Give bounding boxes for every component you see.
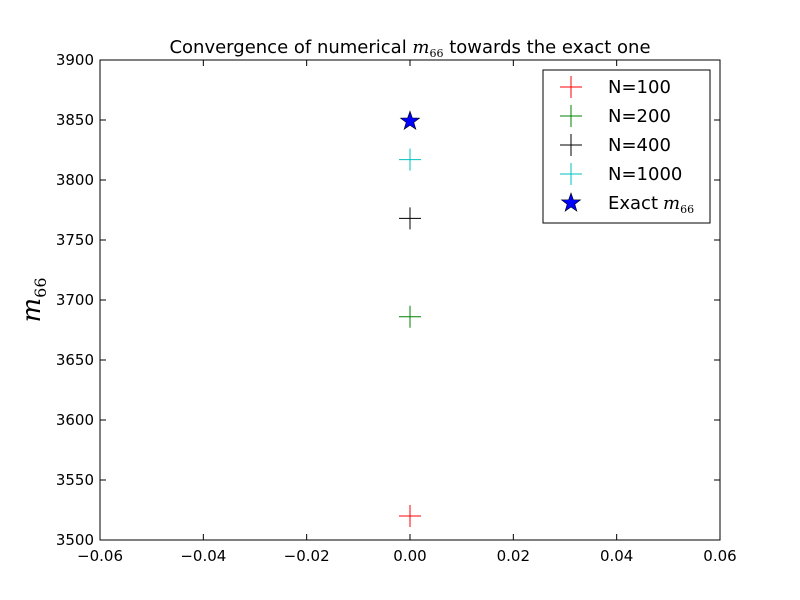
legend-marker-plus bbox=[560, 134, 582, 156]
x-tick-label: 0.06 bbox=[703, 547, 736, 565]
x-tick-label: −0.06 bbox=[77, 547, 123, 565]
x-tick-label: −0.02 bbox=[284, 547, 330, 565]
x-tick-label: −0.04 bbox=[180, 547, 226, 565]
data-points bbox=[399, 110, 421, 527]
y-axis-label: m66 bbox=[17, 277, 50, 322]
legend-label: N=400 bbox=[608, 135, 671, 156]
legend-label: N=100 bbox=[608, 77, 671, 98]
legend-marker-plus bbox=[560, 76, 582, 98]
y-tick-label: 3550 bbox=[56, 471, 94, 489]
y-tick-label: 3750 bbox=[56, 231, 94, 249]
y-tick-label: 3800 bbox=[56, 171, 94, 189]
y-tick-label: 3650 bbox=[56, 351, 94, 369]
legend-marker-plus bbox=[560, 105, 582, 127]
plot-area-frame bbox=[99, 59, 721, 541]
data-point-plus bbox=[399, 305, 421, 328]
y-tick-label: 3600 bbox=[56, 411, 94, 429]
y-tick-label: 3500 bbox=[56, 531, 94, 549]
y-tick-label: 3900 bbox=[56, 51, 94, 69]
data-point-star bbox=[399, 110, 421, 131]
chart-title: Convergence of numerical m66 towards the… bbox=[169, 37, 650, 60]
legend: N=100 N=200 N=400 N=1000 Exact m66 bbox=[542, 69, 711, 224]
legend-marker-star bbox=[560, 192, 582, 212]
data-point-plus bbox=[399, 148, 421, 171]
legend-marker-plus bbox=[560, 163, 582, 185]
data-point-plus bbox=[399, 207, 421, 230]
legend-label: N=200 bbox=[608, 106, 671, 127]
x-tick-label: 0.04 bbox=[600, 547, 633, 565]
legend-label: N=1000 bbox=[608, 164, 682, 185]
y-axis-ticks: 3500 3550 3600 3650 3700 3750 3800 3850 3900 bbox=[56, 51, 720, 549]
y-tick-label: 3700 bbox=[56, 291, 94, 309]
legend-label: Exact m66 bbox=[608, 193, 694, 216]
x-tick-label: 0.00 bbox=[393, 547, 426, 565]
data-point-plus bbox=[399, 505, 421, 527]
x-tick-label: 0.02 bbox=[497, 547, 530, 565]
y-tick-label: 3850 bbox=[56, 111, 94, 129]
